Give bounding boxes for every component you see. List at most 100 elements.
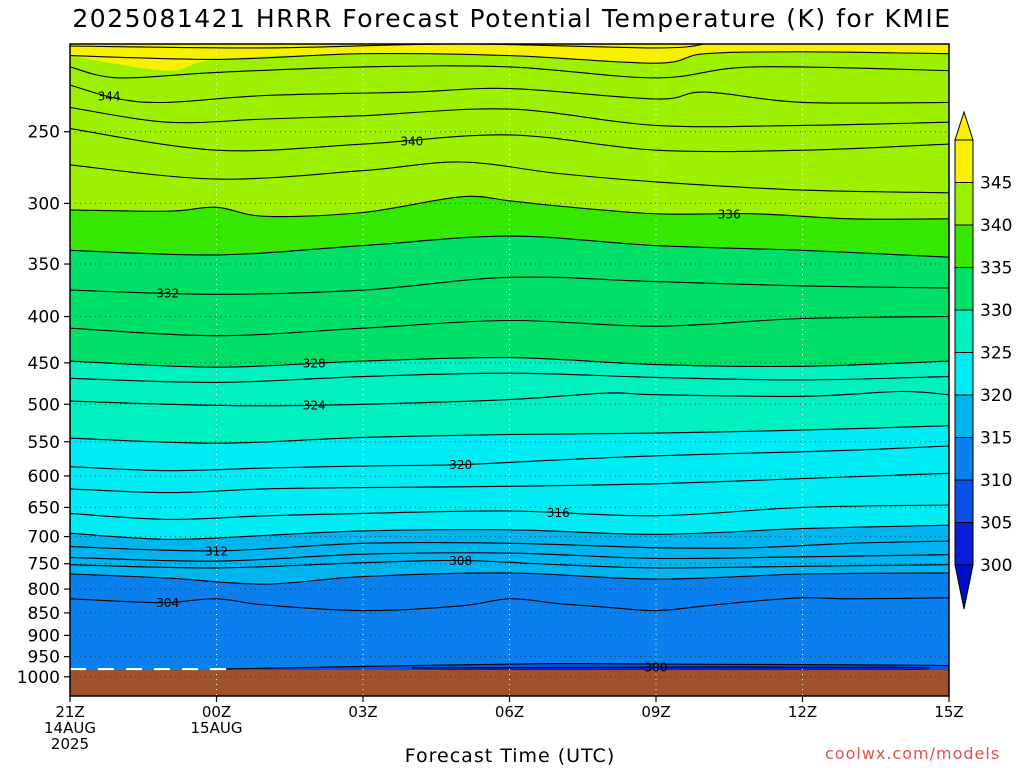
y-tick-label-900: 900 [28, 626, 60, 646]
y-tick-label-300: 300 [28, 194, 60, 214]
contour-314 [70, 524, 949, 540]
contour-340 [70, 128, 949, 153]
y-tick-label-400: 400 [28, 308, 60, 328]
colorbar-label-330: 330 [980, 301, 1012, 321]
contour-label-324: 324 [303, 399, 326, 413]
contour-304 [70, 597, 949, 612]
contour-308 [70, 559, 949, 569]
contour-306 [70, 572, 949, 585]
theta-fill-3 [70, 236, 949, 368]
contour-label-336: 336 [718, 207, 741, 221]
contour-label-328: 328 [303, 357, 326, 371]
x-tick-label-0-2: 2025 [51, 735, 89, 753]
y-tick-label-450: 450 [28, 354, 60, 374]
x-tick-label-9-0: 06Z [495, 703, 524, 721]
x-tick-label-12-0: 09Z [641, 703, 670, 721]
contour-318 [70, 472, 949, 494]
theta-fill-0 [70, 44, 949, 220]
contour-302 [226, 663, 949, 670]
y-tick-label-700: 700 [28, 528, 60, 548]
y-tick-label-850: 850 [28, 604, 60, 624]
contour-label-316: 316 [547, 506, 570, 520]
y-tick-label-350: 350 [28, 255, 60, 275]
colorbar-box-1 [954, 479, 974, 523]
x-tick-label-18-0: 15Z [934, 703, 963, 721]
colorbar-label-340: 340 [980, 216, 1012, 236]
contour-label-304: 304 [156, 596, 179, 610]
colorbar-label-300: 300 [980, 556, 1012, 576]
y-tick-label-600: 600 [28, 467, 60, 487]
y-axis: 2503003504004505005506006507007508008509… [17, 123, 70, 688]
y-tick-label-650: 650 [28, 498, 60, 518]
x-tick-label-0-1: 14AUG [44, 719, 96, 737]
contour-324 [70, 390, 949, 407]
site-credit: coolwx.com/models [825, 744, 1001, 763]
contour-332 [70, 276, 949, 295]
contour-338 [70, 161, 949, 194]
contour-346 [70, 65, 949, 79]
colorbar-box-3 [954, 394, 974, 438]
contour-316 [70, 504, 949, 520]
colorbar-box-5 [954, 309, 974, 353]
y-tick-label-1000: 1000 [17, 668, 60, 688]
contour-label-layer: 300 304 308 312 316 320 324 328 332 336 340 344 [98, 90, 741, 675]
colorbar-box-2 [954, 437, 974, 481]
contour-344 [70, 84, 949, 104]
contour-label-320: 320 [449, 458, 472, 472]
y-tick-label-800: 800 [28, 580, 60, 600]
colorbar-label-310: 310 [980, 471, 1012, 491]
contour-330 [70, 315, 949, 337]
colorbar-box-0 [954, 522, 974, 566]
colorbar-label-325: 325 [980, 344, 1012, 364]
x-axis-title: Forecast Time (UTC) [404, 745, 616, 767]
y-tick-label-550: 550 [28, 433, 60, 453]
contour-label-340: 340 [400, 135, 423, 149]
contour-layer [70, 44, 949, 670]
x-tick-label-0-0: 21Z [55, 703, 84, 721]
colorbar-box-9 [954, 139, 974, 183]
colorbar-label-320: 320 [980, 386, 1012, 406]
colorbar-box-4 [954, 352, 974, 396]
contour-342 [70, 106, 949, 128]
y-tick-label-500: 500 [28, 395, 60, 415]
contour-label-344: 344 [98, 90, 121, 104]
y-tick-label-250: 250 [28, 123, 60, 143]
x-tick-label-3-0: 00Z [202, 703, 231, 721]
contour-320 [70, 445, 949, 472]
colorbar-box-7 [954, 224, 974, 268]
x-tick-label-15-0: 12Z [788, 703, 817, 721]
contour-312 [70, 540, 949, 552]
ground-layer [70, 668, 949, 696]
theta-fill-2 [70, 196, 949, 258]
contour-322 [70, 425, 949, 444]
contour-300 [411, 666, 930, 669]
theta-fill-1 [70, 44, 949, 71]
contour-label-308: 308 [449, 554, 472, 568]
contour-328 [70, 356, 949, 368]
colorbar-box-8 [954, 182, 974, 226]
colorbar-box-6 [954, 267, 974, 311]
y-tick-label-750: 750 [28, 555, 60, 575]
chart-title: 2025081421 HRRR Forecast Potential Tempe… [72, 4, 952, 33]
contour-336 [70, 195, 949, 220]
x-tick-label-3-1: 15AUG [191, 719, 243, 737]
contour-326 [70, 372, 949, 383]
contour-348 [70, 51, 949, 64]
colorbar-label-335: 335 [980, 259, 1012, 279]
colorbar: 300 305 310 315 320 325 330 335 340 345 [954, 110, 1012, 610]
contour-310 [70, 552, 949, 562]
contour-label-300: 300 [645, 661, 668, 675]
contour-334 [70, 235, 949, 258]
colorbar-label-315: 315 [980, 429, 1012, 449]
colorbar-label-345: 345 [980, 174, 1012, 194]
contour-label-312: 312 [205, 544, 228, 558]
colorbar-label-305: 305 [980, 514, 1012, 534]
colorbar-extend-top [954, 110, 974, 141]
x-tick-label-6-0: 03Z [348, 703, 377, 721]
ground-fill [70, 670, 949, 696]
contour-label-332: 332 [156, 286, 179, 300]
y-tick-label-950: 950 [28, 648, 60, 668]
colorbar-extend-bottom [954, 564, 974, 610]
